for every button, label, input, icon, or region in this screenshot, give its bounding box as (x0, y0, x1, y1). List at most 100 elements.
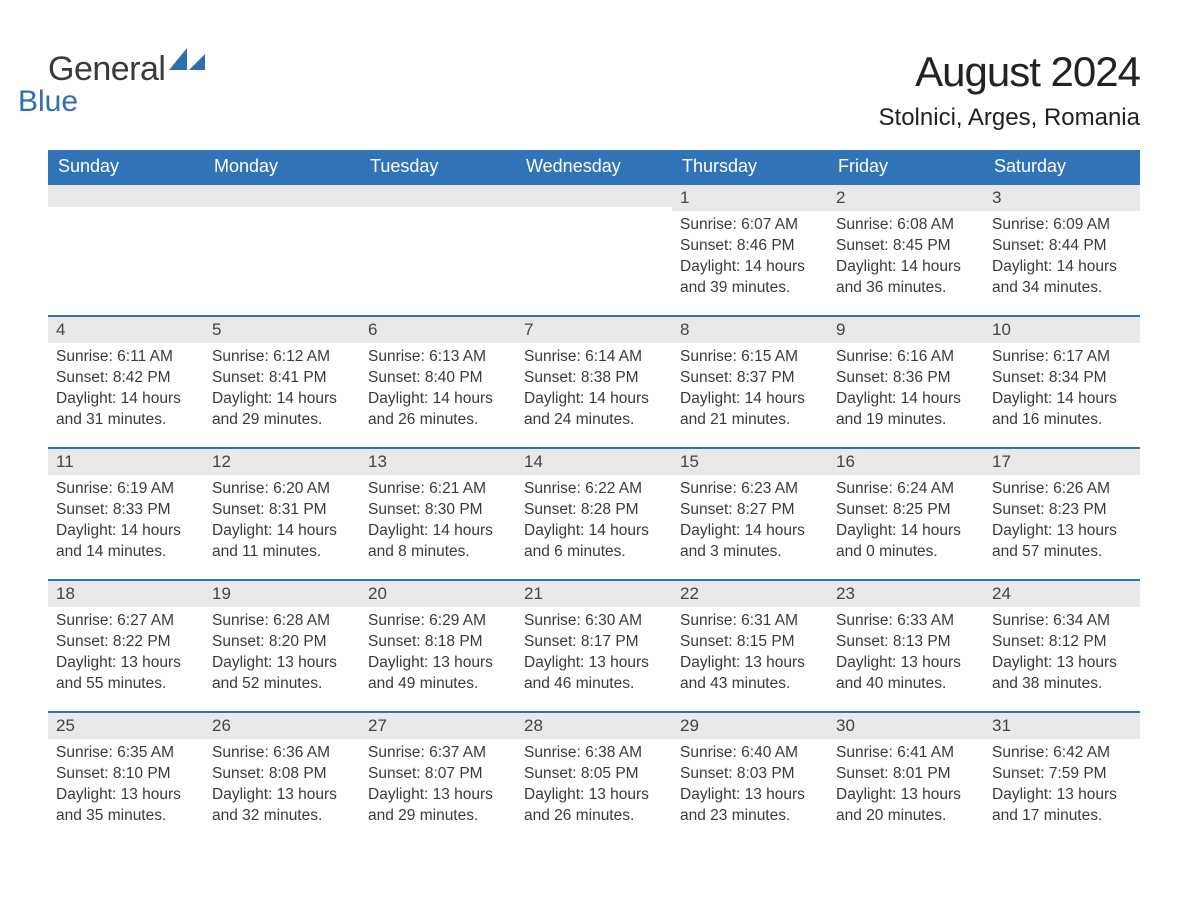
day-details: Sunrise: 6:35 AMSunset: 8:10 PMDaylight:… (48, 739, 204, 835)
sunrise-line: Sunrise: 6:31 AM (680, 611, 820, 632)
daylight-line: Daylight: 14 hours and 16 minutes. (992, 389, 1132, 431)
calendar-day: 29Sunrise: 6:40 AMSunset: 8:03 PMDayligh… (672, 712, 828, 844)
sunrise-line: Sunrise: 6:24 AM (836, 479, 976, 500)
calendar-day: 10Sunrise: 6:17 AMSunset: 8:34 PMDayligh… (984, 316, 1140, 448)
sunset-line: Sunset: 8:18 PM (368, 632, 508, 653)
day-number: 4 (48, 317, 204, 343)
sunrise-line: Sunrise: 6:36 AM (212, 743, 352, 764)
day-details: Sunrise: 6:36 AMSunset: 8:08 PMDaylight:… (204, 739, 360, 835)
day-number: 31 (984, 713, 1140, 739)
daylight-line: Daylight: 14 hours and 29 minutes. (212, 389, 352, 431)
sunrise-line: Sunrise: 6:21 AM (368, 479, 508, 500)
day-details: Sunrise: 6:31 AMSunset: 8:15 PMDaylight:… (672, 607, 828, 703)
weekday-header: Monday (204, 150, 360, 184)
weekday-header: Sunday (48, 150, 204, 184)
sunset-line: Sunset: 8:27 PM (680, 500, 820, 521)
sunset-line: Sunset: 8:44 PM (992, 236, 1132, 257)
day-number: 5 (204, 317, 360, 343)
calendar-day: 15Sunrise: 6:23 AMSunset: 8:27 PMDayligh… (672, 448, 828, 580)
day-number: 26 (204, 713, 360, 739)
day-details: Sunrise: 6:27 AMSunset: 8:22 PMDaylight:… (48, 607, 204, 703)
sunset-line: Sunset: 8:36 PM (836, 368, 976, 389)
weekday-header-row: SundayMondayTuesdayWednesdayThursdayFrid… (48, 150, 1140, 184)
daylight-line: Daylight: 14 hours and 31 minutes. (56, 389, 196, 431)
sunset-line: Sunset: 8:23 PM (992, 500, 1132, 521)
weekday-header: Tuesday (360, 150, 516, 184)
calendar-week-row: 4Sunrise: 6:11 AMSunset: 8:42 PMDaylight… (48, 316, 1140, 448)
sunset-line: Sunset: 8:38 PM (524, 368, 664, 389)
calendar-day: 28Sunrise: 6:38 AMSunset: 8:05 PMDayligh… (516, 712, 672, 844)
calendar-day: 30Sunrise: 6:41 AMSunset: 8:01 PMDayligh… (828, 712, 984, 844)
sunset-line: Sunset: 8:17 PM (524, 632, 664, 653)
calendar-day: 22Sunrise: 6:31 AMSunset: 8:15 PMDayligh… (672, 580, 828, 712)
daylight-line: Daylight: 13 hours and 49 minutes. (368, 653, 508, 695)
calendar-day: 20 Sunrise: 6:29 AMSunset: 8:18 PMDayligh… (360, 580, 516, 712)
sunrise-line: Sunrise: 6:29 AM (368, 611, 508, 632)
sunrise-line: Sunrise: 6:11 AM (56, 347, 196, 368)
day-number: 29 (672, 713, 828, 739)
sunrise-line: Sunrise: 6:15 AM (680, 347, 820, 368)
day-number-empty (48, 185, 204, 207)
calendar-day: 16Sunrise: 6:24 AMSunset: 8:25 PMDayligh… (828, 448, 984, 580)
day-details: Sunrise: 6:14 AMSunset: 8:38 PMDaylight:… (516, 343, 672, 439)
day-number: 20 (360, 581, 516, 607)
calendar-day: 26Sunrise: 6:36 AMSunset: 8:08 PMDayligh… (204, 712, 360, 844)
day-number: 9 (828, 317, 984, 343)
day-number: 17 (984, 449, 1140, 475)
calendar-day: 3Sunrise: 6:09 AMSunset: 8:44 PMDaylight… (984, 184, 1140, 316)
logo-text-main: General (48, 50, 165, 89)
day-details: Sunrise: 6:30 AMSunset: 8:17 PMDaylight:… (516, 607, 672, 703)
calendar-day: 18Sunrise: 6:27 AMSunset: 8:22 PMDayligh… (48, 580, 204, 712)
day-number: 22 (672, 581, 828, 607)
calendar-day: 19Sunrise: 6:28 AMSunset: 8:20 PMDayligh… (204, 580, 360, 712)
day-number: 18 (48, 581, 204, 607)
daylight-line: Daylight: 13 hours and 17 minutes. (992, 785, 1132, 827)
calendar-day: 23Sunrise: 6:33 AMSunset: 8:13 PMDayligh… (828, 580, 984, 712)
weekday-header: Wednesday (516, 150, 672, 184)
sunset-line: Sunset: 8:15 PM (680, 632, 820, 653)
calendar-day: 31Sunrise: 6:42 AMSunset: 7:59 PMDayligh… (984, 712, 1140, 844)
sunset-line: Sunset: 8:40 PM (368, 368, 508, 389)
calendar-day: 2Sunrise: 6:08 AMSunset: 8:45 PMDaylight… (828, 184, 984, 316)
day-details: Sunrise: 6:23 AMSunset: 8:27 PMDaylight:… (672, 475, 828, 571)
day-number: 7 (516, 317, 672, 343)
day-number: 25 (48, 713, 204, 739)
calendar-day: 5Sunrise: 6:12 AMSunset: 8:41 PMDaylight… (204, 316, 360, 448)
day-number: 8 (672, 317, 828, 343)
weekday-header: Friday (828, 150, 984, 184)
sunset-line: Sunset: 8:01 PM (836, 764, 976, 785)
sunrise-line: Sunrise: 6:13 AM (368, 347, 508, 368)
logo-sail-icon (169, 48, 209, 77)
daylight-line: Daylight: 13 hours and 29 minutes. (368, 785, 508, 827)
daylight-line: Daylight: 14 hours and 6 minutes. (524, 521, 664, 563)
calendar-day: 12Sunrise: 6:20 AMSunset: 8:31 PMDayligh… (204, 448, 360, 580)
calendar-week-row: 25Sunrise: 6:35 AMSunset: 8:10 PMDayligh… (48, 712, 1140, 844)
day-details: Sunrise: 6:16 AMSunset: 8:36 PMDaylight:… (828, 343, 984, 439)
logo-text-sub: Blue (18, 85, 78, 119)
sunset-line: Sunset: 8:12 PM (992, 632, 1132, 653)
sunrise-line: Sunrise: 6:26 AM (992, 479, 1132, 500)
daylight-line: Daylight: 14 hours and 14 minutes. (56, 521, 196, 563)
day-number: 10 (984, 317, 1140, 343)
sunrise-line: Sunrise: 6:16 AM (836, 347, 976, 368)
sunrise-line: Sunrise: 6:34 AM (992, 611, 1132, 632)
sunset-line: Sunset: 8:31 PM (212, 500, 352, 521)
sunrise-line: Sunrise: 6:17 AM (992, 347, 1132, 368)
logo: General Blue (48, 48, 209, 119)
daylight-line: Daylight: 13 hours and 38 minutes. (992, 653, 1132, 695)
daylight-line: Daylight: 13 hours and 40 minutes. (836, 653, 976, 695)
calendar-week-row: 18Sunrise: 6:27 AMSunset: 8:22 PMDayligh… (48, 580, 1140, 712)
calendar-day: 21Sunrise: 6:30 AMSunset: 8:17 PMDayligh… (516, 580, 672, 712)
calendar-empty-day (204, 184, 360, 316)
sunrise-line: Sunrise: 6:20 AM (212, 479, 352, 500)
day-number: 24 (984, 581, 1140, 607)
sunrise-line: Sunrise: 6:42 AM (992, 743, 1132, 764)
day-number: 28 (516, 713, 672, 739)
daylight-line: Daylight: 14 hours and 21 minutes. (680, 389, 820, 431)
day-number-empty (360, 185, 516, 207)
sunrise-line: Sunrise: 6:19 AM (56, 479, 196, 500)
day-number-empty (516, 185, 672, 207)
calendar-day: 8Sunrise: 6:15 AMSunset: 8:37 PMDaylight… (672, 316, 828, 448)
sunset-line: Sunset: 8:13 PM (836, 632, 976, 653)
sunset-line: Sunset: 8:41 PM (212, 368, 352, 389)
